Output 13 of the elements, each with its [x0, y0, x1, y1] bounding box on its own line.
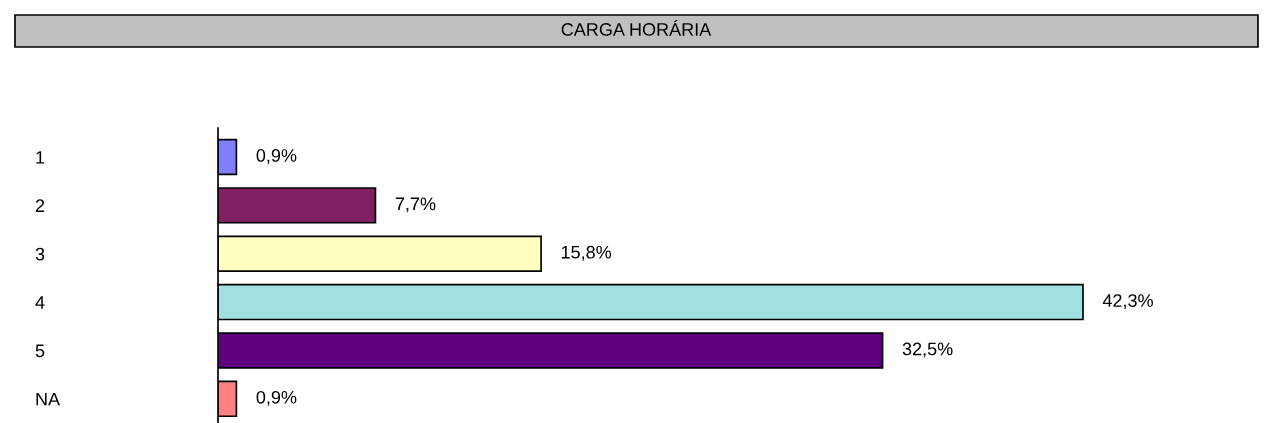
data-label: 0,9%	[256, 390, 297, 406]
data-label: 42,3%	[1102, 294, 1153, 310]
y-tick-label: 1	[36, 151, 45, 164]
y-tick-label: 5	[35, 344, 45, 358]
y-tick-label: 2	[35, 199, 45, 212]
data-label: 0,9%	[256, 149, 297, 164]
data-label: 7,7%	[395, 197, 436, 213]
y-tick-label: 3	[35, 247, 45, 261]
data-label: 15,8%	[561, 245, 612, 261]
y-tick-label: 4	[35, 296, 45, 309]
data-label: 32,5%	[902, 342, 953, 358]
y-tick-label: NA	[36, 392, 61, 406]
chart-title: CARGA HORÁRIA	[561, 20, 712, 36]
